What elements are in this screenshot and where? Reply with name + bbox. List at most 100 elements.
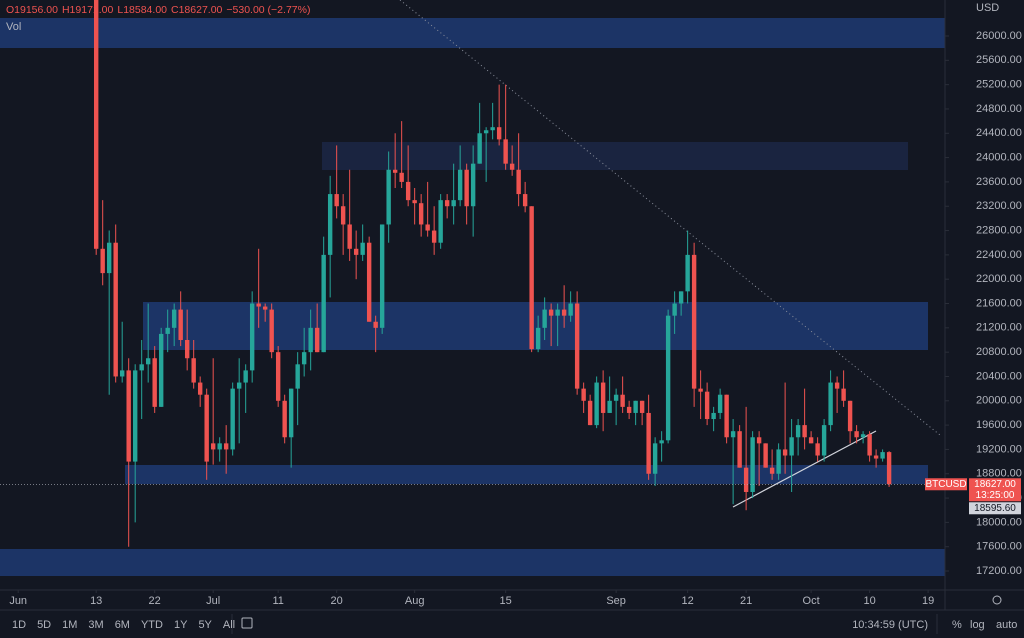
candle-body — [366, 242, 372, 322]
range-button[interactable]: 1Y — [174, 619, 188, 631]
range-button[interactable]: YTD — [141, 619, 163, 631]
axis-option[interactable]: log — [970, 619, 985, 631]
y-tick-label: 17200.00 — [976, 565, 1022, 577]
candle-body — [470, 163, 476, 207]
candle-body — [535, 327, 541, 350]
range-button[interactable]: 1M — [62, 619, 77, 631]
candle-body — [561, 309, 567, 316]
candle-body — [334, 194, 339, 207]
candle-body — [509, 163, 515, 170]
candle-body — [802, 425, 807, 438]
candle-body — [789, 437, 794, 456]
x-tick-label: 11 — [272, 595, 283, 607]
candle-body — [295, 364, 300, 389]
candle-body — [516, 169, 521, 195]
candle-body — [249, 303, 255, 371]
clock: 10:34:59 (UTC) — [852, 619, 928, 631]
candle-body — [457, 169, 463, 201]
x-tick-label: 19 — [922, 595, 934, 607]
candle-body — [750, 437, 755, 492]
symbol-label: BTCUSD — [925, 479, 966, 490]
candle-body — [386, 169, 391, 225]
candle-body — [542, 309, 547, 328]
candle-body — [730, 431, 736, 438]
candle-body — [795, 425, 801, 438]
y-tick-label: 18800.00 — [976, 468, 1022, 480]
y-tick-label: 17600.00 — [976, 541, 1022, 553]
candle-body — [574, 303, 580, 389]
candle-body — [204, 394, 209, 462]
y-tick-label: 20000.00 — [976, 395, 1022, 407]
x-tick-label: Jun — [9, 595, 27, 607]
calendar-icon[interactable] — [241, 617, 253, 629]
candle-body — [438, 200, 443, 243]
range-button[interactable]: 5D — [37, 619, 51, 631]
candle-body — [867, 434, 872, 456]
axis-option[interactable]: auto — [996, 619, 1017, 631]
candle-body — [236, 382, 242, 389]
axis-option[interactable]: % — [952, 619, 962, 631]
range-button[interactable]: 1D — [12, 619, 26, 631]
candle-body — [698, 388, 703, 392]
candle-body — [717, 394, 723, 413]
candle-body — [119, 370, 125, 377]
zone — [0, 549, 945, 576]
candle-body — [412, 200, 417, 204]
y-tick-label: 24400.00 — [976, 127, 1022, 139]
candle-body — [555, 309, 560, 316]
y-tick-label: 23200.00 — [976, 200, 1022, 212]
candle-body — [756, 437, 762, 444]
candle-body — [178, 309, 183, 340]
candle-body — [477, 133, 482, 164]
y-tick-label: 26000.00 — [976, 30, 1022, 42]
x-tick-label: 21 — [740, 595, 752, 607]
candle-body — [646, 412, 651, 474]
x-tick-label: 13 — [90, 595, 102, 607]
y-tick-label: 21600.00 — [976, 297, 1022, 309]
candle-body — [782, 449, 788, 456]
currency: USD — [976, 2, 999, 14]
candle-body — [353, 248, 359, 255]
bid-tag — [969, 502, 1021, 515]
candle-body — [678, 291, 684, 304]
settings-icon[interactable] — [992, 595, 1002, 605]
candle-body — [327, 194, 333, 255]
candle-body — [275, 352, 281, 401]
candle-body — [860, 434, 866, 438]
x-tick-label: 12 — [682, 595, 694, 607]
candle-body — [158, 333, 164, 407]
candle-body — [633, 400, 638, 413]
bid-label: 18595.60 — [974, 503, 1016, 514]
candle-body — [880, 452, 885, 459]
zone — [143, 302, 928, 350]
y-tick-label: 22000.00 — [976, 273, 1022, 285]
candle-body — [308, 327, 313, 353]
range-button[interactable]: 6M — [115, 619, 130, 631]
range-button[interactable]: 5Y — [198, 619, 212, 631]
candle-body — [197, 382, 203, 395]
y-tick-label: 24000.00 — [976, 151, 1022, 163]
candle-body — [243, 370, 248, 383]
candle-body — [256, 303, 261, 307]
range-button[interactable]: 3M — [88, 619, 103, 631]
range-button[interactable]: All — [223, 619, 235, 631]
countdown: 13:25:00 — [976, 490, 1015, 501]
ohlc-value: O19156.00 — [6, 4, 58, 16]
candle-body — [548, 309, 554, 316]
candle-body — [691, 254, 697, 389]
candle-body — [100, 248, 105, 274]
candle-body — [808, 437, 814, 444]
candle-body — [152, 358, 157, 407]
candle-body — [600, 382, 606, 413]
candle-body — [594, 382, 599, 426]
candle-body — [217, 443, 222, 450]
candle-body — [405, 181, 411, 201]
candle-body — [496, 127, 502, 140]
candle-body — [704, 391, 710, 420]
candle-body — [301, 352, 307, 365]
ohlc-value: −530.00 (−2.77%) — [226, 4, 310, 16]
candle-body — [347, 224, 352, 249]
candle-body — [360, 242, 365, 255]
candle-body — [828, 382, 833, 426]
candle-body — [672, 303, 677, 316]
